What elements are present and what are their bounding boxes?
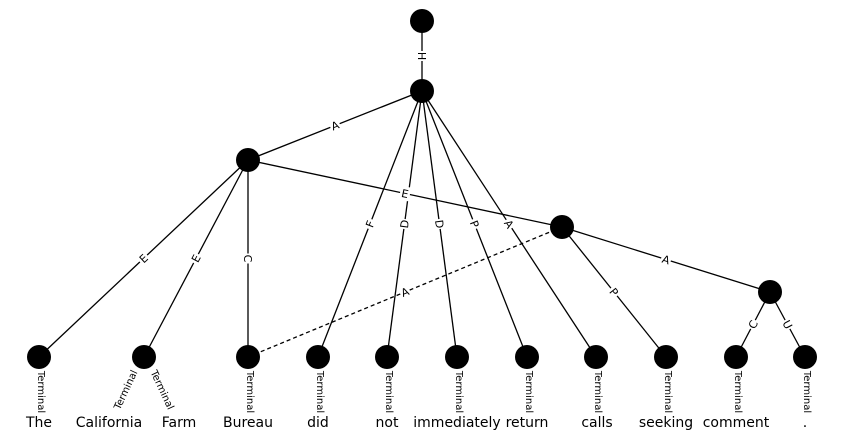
edge-label-group: P (466, 216, 483, 232)
token-word: seeking (639, 415, 693, 431)
edge-label-background (466, 216, 483, 232)
edge-label: D (432, 219, 446, 229)
edge-label-group: E (187, 250, 205, 267)
edge-label-background (415, 51, 429, 61)
edge-label-background (605, 283, 623, 301)
token-word: immediately (413, 415, 500, 431)
internal-node-n4 (758, 280, 782, 304)
terminal-edge-label: Terminal (383, 370, 394, 413)
edge-label-group: P (605, 283, 623, 301)
edge-label-background (361, 216, 379, 232)
edge-label-background (187, 250, 205, 267)
edge-label-group: D (431, 218, 448, 230)
edge-label-background (500, 215, 518, 233)
terminal-edge-label: Terminal (592, 370, 603, 413)
terminal-node-t_not (375, 345, 399, 369)
edge-n4-t_comment: C (735, 291, 771, 358)
token-word: did (307, 415, 329, 431)
edge-label-background (431, 218, 448, 230)
edge-n1-t_not: D (386, 90, 423, 358)
edge-n1-t_immediately: D (421, 90, 458, 358)
terminal-node-t_return (515, 345, 539, 369)
edge-n3-n4: A (561, 226, 771, 293)
internal-node-n1 (410, 79, 434, 103)
terminal-node-t_bureau (236, 345, 260, 369)
edge-label: D (398, 219, 412, 229)
edge-label-group: E (398, 185, 412, 202)
edge-n2-t_bureau: C (241, 160, 255, 357)
internal-node-n3 (550, 215, 574, 239)
edge-label-background (397, 283, 413, 301)
terminal-node-t_calls (584, 345, 608, 369)
edges-layer: HAF D D P AEE E CA PAC U (38, 21, 806, 358)
terminal-node-t_immediately (445, 345, 469, 369)
terminal-edge-label: Terminal (523, 370, 534, 413)
terminal-edge-label: Terminal (453, 370, 464, 413)
edge-n1-t_return: P (421, 90, 528, 358)
edge-label-background (744, 316, 762, 333)
terminal-node-t_comment (724, 345, 748, 369)
token-word: Farm (162, 415, 197, 431)
edge-label-group: A (327, 117, 343, 134)
edge-n2-t_cal_farm: E (143, 159, 249, 358)
edge-n1-t_did: F (317, 90, 423, 358)
edge-label-group: H (415, 51, 429, 61)
terminal-edge-label: Terminal (35, 370, 46, 413)
edge-label-background (396, 218, 413, 230)
edge-label: P (467, 219, 482, 230)
token-word: calls (581, 415, 612, 431)
terminal-node-t_period (793, 345, 817, 369)
terminal-edge-label: Terminal (801, 370, 812, 413)
terminal-node-t_did (306, 345, 330, 369)
token-word: . (803, 415, 807, 431)
edge-label-background (135, 249, 152, 268)
token-word: comment (703, 415, 770, 431)
terminal-node-t_seeking (654, 345, 678, 369)
terminal-edge-label: Terminal (662, 370, 673, 413)
edge-label-background (327, 117, 343, 134)
edge-label: H (415, 52, 428, 60)
edge-n1-t_calls: A (421, 90, 597, 358)
edge-label: E (400, 187, 410, 201)
words-layer: The California Farm Bureau did not immediately… (25, 415, 807, 431)
terminal-edge-label: Terminal (112, 369, 140, 413)
edge-label-group: U (778, 316, 797, 333)
terminal-edge-label: Terminal (732, 370, 743, 413)
edge-label-group: A (659, 251, 673, 268)
edge-label: A (660, 253, 672, 268)
edge-label-group: A (397, 283, 413, 301)
terminal-edge-label: Terminal (244, 370, 255, 413)
edge-label-group: C (241, 253, 255, 264)
edge-label-group: A (500, 215, 518, 233)
edge-label: F (363, 219, 377, 230)
token-word: Bureau (223, 415, 273, 431)
edge-label-background (398, 185, 412, 202)
edge-label-background (659, 251, 673, 268)
edge-n3-t_seeking: P (561, 226, 667, 358)
edge-label-group: C (744, 316, 762, 333)
edge-n4-t_period: U (769, 291, 806, 358)
edge-n1-n2: A (247, 90, 423, 161)
terminal-node-t_the (27, 345, 51, 369)
internal-node-n2 (236, 148, 260, 172)
edge-n2-n3: E (247, 159, 563, 228)
edge-label-background (241, 253, 255, 264)
token-word: return (506, 415, 549, 431)
token-word: not (376, 415, 399, 431)
token-word: California (76, 415, 142, 431)
terminal-edge-label: Terminal (314, 370, 325, 413)
internal-node-n0 (410, 9, 434, 33)
terminal-node-t_cal_farm (132, 345, 156, 369)
edge-n3-t_bureau: A (247, 226, 563, 358)
edge-label-group: D (396, 218, 413, 230)
edge-label-background (778, 316, 797, 333)
terminal-edge-label: Terminal (147, 368, 175, 412)
edge-label: C (241, 255, 254, 263)
edge-label-group: F (361, 216, 379, 232)
token-word: The (25, 415, 52, 431)
nodes-layer (27, 9, 817, 369)
edge-n2-t_the: E (38, 159, 249, 358)
terminal-labels-layer: Terminal Terminal Terminal Terminal Terminal… (35, 368, 812, 413)
